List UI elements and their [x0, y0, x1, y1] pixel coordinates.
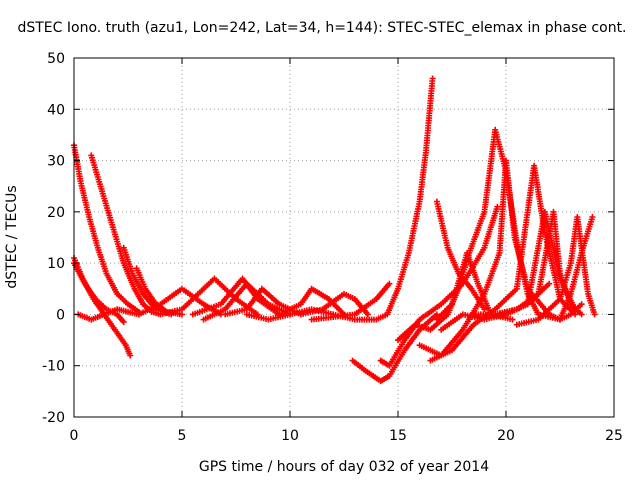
- data-point: [591, 311, 598, 318]
- y-tick-label: 50: [47, 51, 65, 67]
- data-series: [297, 290, 371, 318]
- y-tick-label: -10: [42, 359, 65, 375]
- data-series: [535, 214, 596, 323]
- data-point: [509, 316, 516, 323]
- data-series: [88, 152, 164, 318]
- data-point: [429, 75, 436, 82]
- data-point: [589, 214, 596, 220]
- data-point: [179, 311, 185, 318]
- y-tick-label: -20: [42, 410, 65, 426]
- series-line: [90, 155, 161, 316]
- data-series: [492, 280, 553, 318]
- x-tick-label: 5: [178, 428, 187, 444]
- chart-title: dSTEC Iono. truth (azu1, Lon=242, Lat=34…: [17, 20, 626, 36]
- series-line: [73, 145, 140, 313]
- data-point: [127, 352, 134, 359]
- data-point: [578, 301, 585, 308]
- x-tick-label: 10: [281, 428, 299, 444]
- y-axis-label: dSTEC / TECUs: [4, 185, 20, 288]
- x-tick-label: 15: [389, 428, 407, 444]
- data-point: [481, 306, 488, 313]
- x-axis-label: GPS time / hours of day 032 of year 2014: [199, 459, 489, 475]
- data-point: [386, 280, 393, 287]
- data-point: [546, 280, 553, 287]
- data-series: [71, 142, 142, 315]
- y-tick-label: 0: [56, 307, 65, 323]
- data-point: [494, 203, 501, 210]
- x-tick-label: 0: [70, 428, 79, 444]
- data-point: [578, 311, 585, 318]
- data-series: [276, 285, 347, 318]
- y-tick-label: 40: [47, 102, 65, 118]
- data-point: [364, 311, 371, 318]
- data-series: [433, 198, 488, 313]
- grid: [74, 58, 614, 417]
- data-point: [120, 319, 127, 326]
- plot-frame: [73, 57, 615, 418]
- x-tick-label: 20: [497, 428, 515, 444]
- data-series: [546, 301, 585, 323]
- y-tick-label: 30: [47, 154, 65, 170]
- data-series: [135, 285, 224, 318]
- x-tick-label: 25: [605, 428, 623, 444]
- series-layer: [71, 75, 598, 385]
- data-series: [330, 75, 436, 323]
- y-tick-label: 10: [47, 256, 65, 272]
- data-series: [200, 280, 293, 323]
- data-series: [433, 249, 516, 323]
- y-tick-label: 20: [47, 205, 65, 221]
- axis-ticks: 0 5 10 15 20 25 -20 -10 0 10 20 30 40 50: [42, 51, 623, 444]
